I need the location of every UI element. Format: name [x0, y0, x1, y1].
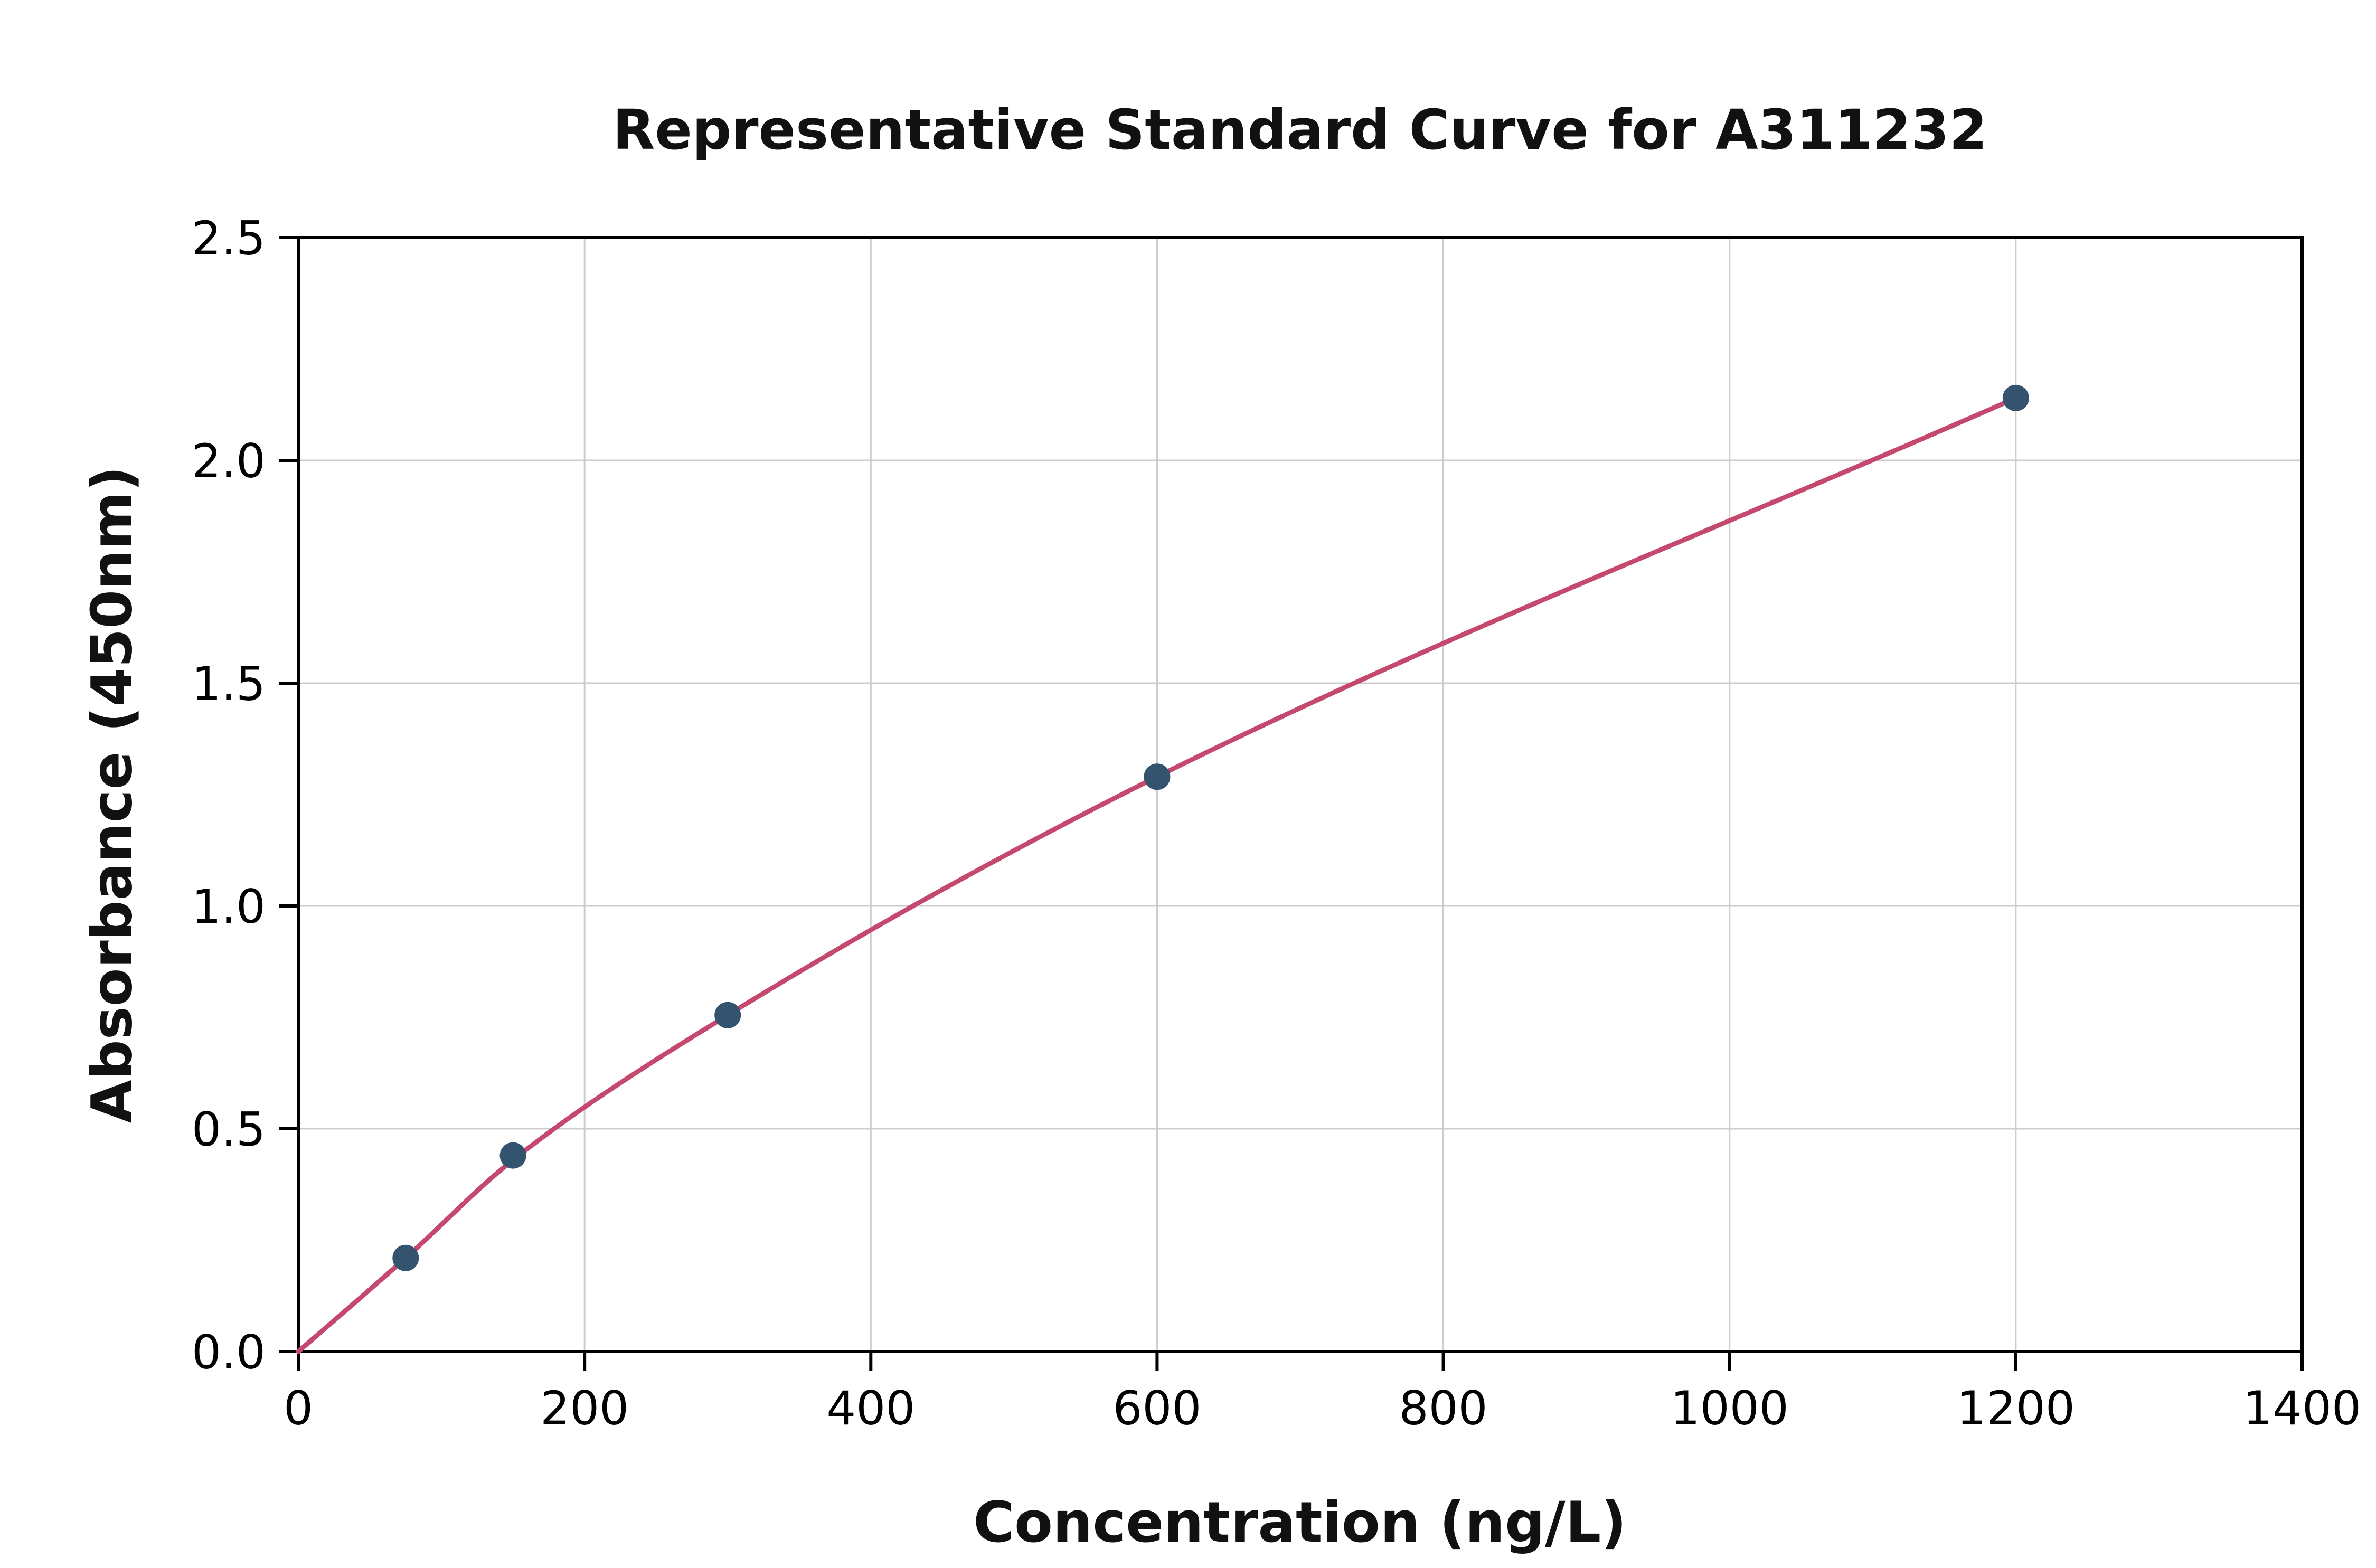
x-tick-label: 600: [1112, 1381, 1201, 1435]
data-point: [499, 1142, 526, 1169]
x-tick-label: 1200: [1957, 1381, 2075, 1435]
x-tick-label: 0: [284, 1381, 313, 1435]
x-tick-label: 1000: [1671, 1381, 1789, 1435]
x-tick-label: 400: [826, 1381, 915, 1435]
y-tick-label: 1.5: [192, 657, 266, 711]
data-point: [714, 1002, 741, 1028]
data-point: [1144, 763, 1171, 790]
y-tick-label: 0.0: [192, 1325, 266, 1380]
y-tick-label: 2.0: [192, 434, 266, 488]
x-tick-label: 800: [1399, 1381, 1488, 1435]
x-tick-label: 1400: [2243, 1381, 2361, 1435]
x-axis-label: Concentration (ng/L): [973, 1490, 1627, 1555]
x-tick-label: 200: [540, 1381, 629, 1435]
y-tick-label: 2.5: [192, 211, 266, 266]
plot-frame: [297, 236, 2304, 1353]
y-tick-label: 1.0: [192, 880, 266, 934]
data-point: [392, 1244, 419, 1271]
data-point: [2002, 384, 2029, 411]
y-tick-label: 0.5: [192, 1102, 266, 1157]
chart-title: Representative Standard Curve for A31123…: [612, 98, 1987, 162]
